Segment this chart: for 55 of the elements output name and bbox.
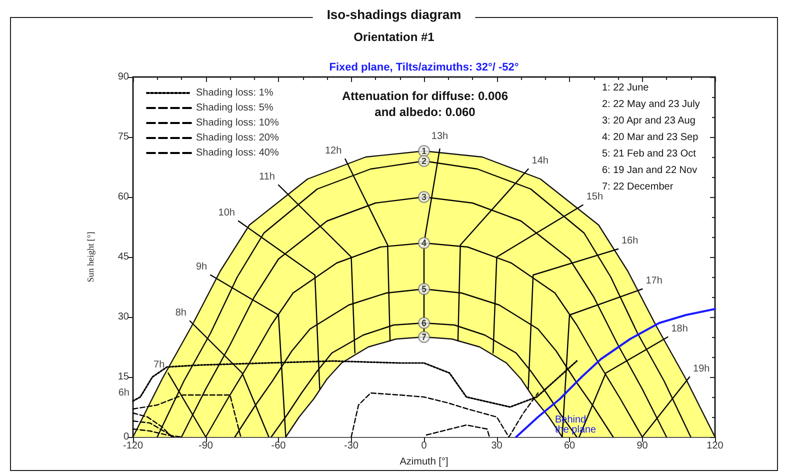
- x-tick-label: -30: [344, 440, 359, 452]
- annotation: 19h: [693, 364, 710, 374]
- x-tick-label: -60: [271, 440, 286, 452]
- legend-label: Shading loss: 40%: [196, 148, 279, 158]
- x-tick-label: -120: [122, 440, 144, 452]
- annotation: 4: 20 Mar and 23 Sep: [602, 132, 699, 143]
- y-axis-title: Sun height [°]: [86, 232, 96, 282]
- annotation: 17h: [646, 276, 662, 286]
- annotation: 2: [421, 156, 427, 166]
- annotation: 2: 22 May and 23 July: [602, 99, 700, 110]
- annotation: 5: [421, 284, 427, 294]
- annotation: 7h: [154, 360, 165, 370]
- x-tick-label: 90: [636, 440, 648, 452]
- x-tick-label: 60: [564, 440, 576, 452]
- annotation: Attenuation for diffuse: 0.006 and albedo: 0.060: [342, 89, 508, 119]
- annotation: 8h: [175, 308, 186, 318]
- annotation: 13h: [431, 131, 448, 142]
- y-tick-label: 30: [118, 312, 130, 322]
- annotation: 10h: [218, 208, 235, 218]
- annotation: 5: 21 Feb and 23 Oct: [602, 148, 696, 160]
- annotation: 11h: [259, 172, 275, 182]
- y-tick-label: 60: [118, 192, 130, 202]
- y-tick-label: 45: [118, 252, 130, 262]
- legend-label: Shading loss: 20%: [196, 132, 279, 144]
- annotation: 16h: [622, 236, 638, 246]
- legend-label: Shading loss: 10%: [196, 118, 279, 128]
- annotation: 9h: [196, 262, 208, 272]
- chart-subtitle: Orientation #1: [354, 30, 435, 44]
- annotation: 1: 22 June: [602, 82, 650, 94]
- y-tick-label: 75: [118, 132, 130, 142]
- chart-title: Iso-shadings diagram: [326, 7, 462, 22]
- annotation: 7: 22 December: [602, 182, 674, 192]
- text: Fixed plane, Tilts/azimuths: 32°/ -52°: [329, 62, 519, 74]
- annotation: 4: [421, 238, 427, 248]
- x-tick-label: 0: [421, 440, 428, 452]
- annotation: 3: 20 Apr and 23 Aug: [602, 116, 696, 126]
- legend-label: Shading loss: 5%: [196, 102, 274, 114]
- annotation: 7: [421, 332, 427, 342]
- x-tick-label: -90: [198, 440, 214, 452]
- x-axis-title: Azimuth [°]: [400, 456, 448, 468]
- annotation: 18h: [671, 324, 688, 334]
- annotation: 3: [421, 192, 427, 202]
- y-tick-label: 90: [118, 72, 130, 82]
- legend-label: Shading loss: 1%: [196, 88, 274, 98]
- annotation: 6: 19 Jan and 22 Nov: [602, 165, 698, 176]
- annotation: 6: [421, 318, 427, 328]
- y-tick-label: 0: [123, 432, 130, 442]
- y-tick-label: 15: [118, 372, 130, 382]
- annotation: 6h: [118, 388, 130, 398]
- annotation: 12h: [325, 146, 342, 156]
- x-tick-label: 30: [491, 440, 503, 452]
- annotation: 14h: [532, 156, 548, 166]
- annotation: 1: [421, 146, 427, 156]
- x-tick-label: 120: [706, 440, 724, 452]
- annotation: 15h: [586, 192, 604, 202]
